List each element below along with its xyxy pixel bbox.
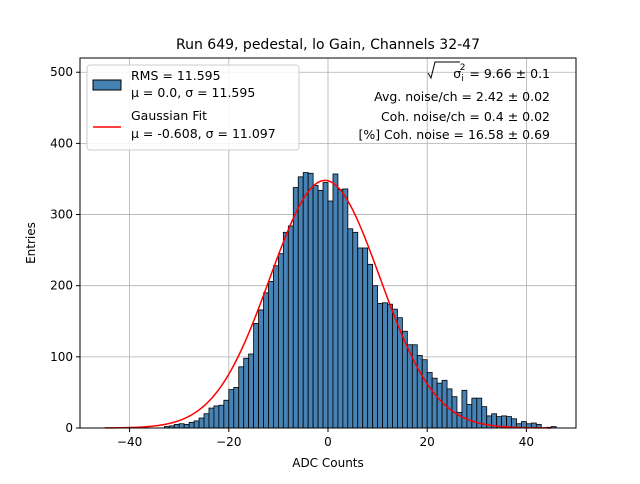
histogram-bar (486, 415, 493, 429)
histogram-bar (367, 263, 374, 429)
stats-annotations: σi2 = 9.66 ± 0.1 Avg. noise/ch = 2.42 ± … (358, 61, 550, 142)
histogram-bar (411, 344, 418, 429)
legend-histogram-swatch (92, 79, 122, 91)
histogram-bar (327, 200, 334, 429)
legend-histogram-line1: RMS = 11.595 (131, 68, 221, 83)
histogram-bar (322, 182, 329, 429)
histogram-bar (258, 309, 264, 429)
legend-frame (86, 64, 300, 151)
histogram-bar (347, 228, 354, 429)
histogram-bar (183, 424, 190, 429)
histogram-bar (312, 184, 319, 429)
histogram-bar (297, 176, 304, 429)
legend-histogram-line2: μ = 0.0, σ = 11.595 (131, 85, 255, 100)
histogram-bar (188, 421, 195, 429)
histogram-bar (307, 172, 314, 429)
histogram-bar (238, 366, 245, 429)
histogram-bar (377, 303, 383, 429)
histogram-bar (228, 389, 235, 429)
x-tick-label: −40 (117, 435, 142, 449)
histogram-bar (436, 382, 443, 429)
histogram-bar (213, 405, 220, 429)
histogram-bar (268, 281, 274, 429)
histogram-bar (392, 308, 398, 429)
x-axis-ticks: −40 −20 0 20 40 (117, 428, 534, 449)
histogram-bar (416, 355, 423, 429)
histogram-bar (466, 404, 473, 429)
histogram-bar (426, 372, 433, 429)
histogram-bar (292, 187, 299, 429)
histogram-bar (223, 399, 230, 429)
histogram-bar (382, 302, 388, 429)
histogram-bar (208, 407, 215, 429)
histogram-bar (243, 357, 250, 429)
sigma-symbol: σ (453, 66, 461, 81)
annotation-avg-noise: Avg. noise/ch = 2.42 ± 0.02 (374, 89, 550, 104)
y-tick-label: 500 (50, 65, 73, 79)
legend-fit-line2: μ = -0.608, σ = 11.097 (131, 126, 276, 141)
histogram-bar (421, 359, 428, 429)
histogram-bar (282, 231, 289, 429)
histogram-bar (263, 292, 269, 429)
y-axis-label: Entries (24, 222, 38, 264)
legend-fit-line1: Gaussian Fit (131, 108, 207, 123)
histogram-bar (317, 189, 324, 429)
histogram-bar (218, 404, 225, 429)
histogram-bar (431, 377, 438, 429)
histogram-bar (357, 247, 364, 429)
histogram-bar (287, 225, 294, 429)
histogram-bars (163, 172, 557, 429)
histogram-bar (337, 189, 344, 429)
annotation-coh-noise-percent: [%] Coh. noise = 16.58 ± 0.69 (358, 127, 550, 142)
histogram-bar (332, 173, 339, 429)
annotation-sigma-line: σi2 = 9.66 ± 0.1 (453, 63, 550, 84)
sigma-value: = 9.66 ± 0.1 (465, 66, 550, 81)
histogram-bar (342, 188, 349, 429)
histogram-bar (461, 389, 468, 429)
histogram-bar (248, 353, 254, 429)
y-tick-label: 400 (50, 136, 73, 150)
histogram-bar (387, 303, 393, 429)
histogram-bar (273, 265, 279, 429)
legend: RMS = 11.595 μ = 0.0, σ = 11.595 Gaussia… (86, 64, 300, 151)
histogram-bar (178, 423, 185, 429)
histogram-bar (362, 247, 369, 429)
x-tick-label: 40 (519, 435, 534, 449)
histogram-bar (277, 253, 284, 429)
gaussian-fit-line (104, 179, 552, 429)
y-tick-label: 0 (65, 421, 73, 435)
histogram-bar (173, 424, 180, 429)
histogram-bar (253, 323, 259, 429)
histogram-bar (198, 417, 205, 429)
sqrt-radical (427, 61, 460, 80)
sigma-superscript: 2 (460, 63, 466, 73)
y-tick-label: 300 (50, 208, 73, 222)
y-axis-ticks: 0 100 200 300 400 500 (50, 65, 80, 435)
histogram-bar (372, 285, 379, 429)
x-tick-label: 0 (324, 435, 332, 449)
chart-title: Run 649, pedestal, lo Gain, Channels 32-… (176, 37, 480, 53)
histogram-bar (352, 231, 359, 429)
histogram-bar (233, 387, 240, 429)
x-axis-label: ADC Counts (292, 456, 364, 470)
histogram-bar (203, 413, 210, 429)
y-tick-label: 200 (50, 279, 73, 293)
x-tick-label: 20 (420, 435, 435, 449)
annotation-coh-noise: Coh. noise/ch = 0.4 ± 0.02 (381, 109, 550, 124)
histogram-bar (302, 172, 309, 429)
histogram-bar (193, 420, 200, 429)
y-tick-label: 100 (50, 350, 73, 364)
histogram-bar (471, 397, 478, 429)
x-tick-label: −20 (216, 435, 241, 449)
sigma-subscript: i (461, 74, 464, 84)
